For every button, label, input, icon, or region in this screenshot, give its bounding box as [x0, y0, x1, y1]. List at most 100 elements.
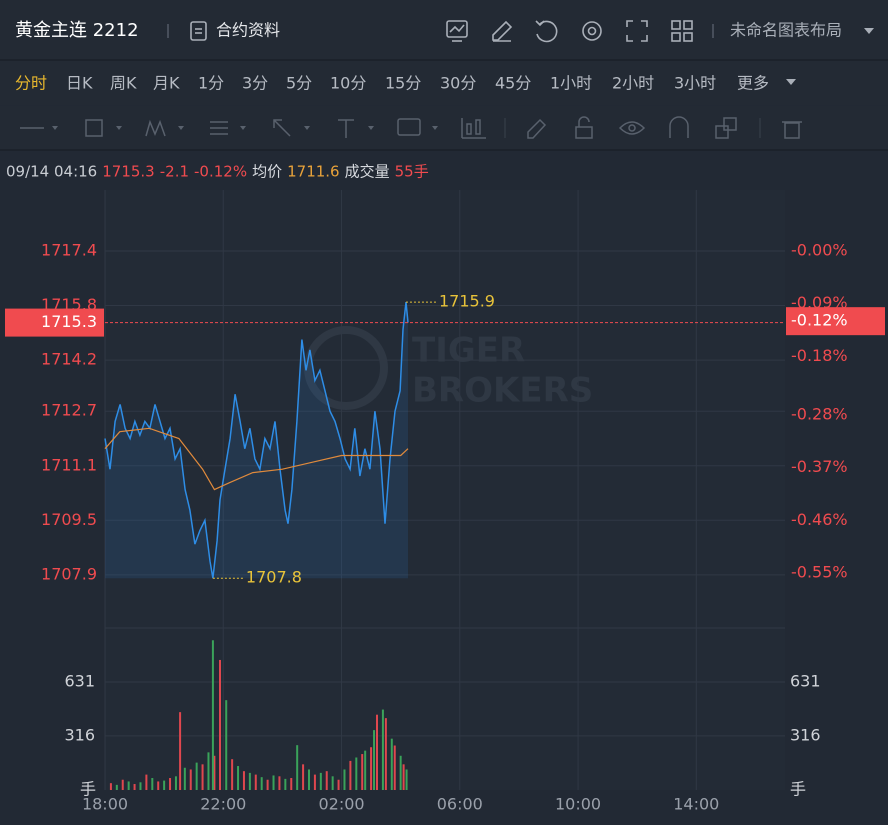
volume-bar	[364, 750, 367, 790]
interval-button[interactable]: 1分	[198, 74, 224, 93]
info-price: 1715.3	[102, 163, 155, 181]
volume-bar	[169, 778, 172, 790]
y-unit-label: 手	[80, 780, 96, 799]
volume-bar	[231, 759, 234, 790]
volume-bar	[319, 772, 322, 790]
x-tick-label: 02:00	[318, 795, 364, 814]
volume-bar	[393, 745, 396, 790]
interval-button[interactable]: 1小时	[550, 74, 592, 93]
drawing-toolbar	[0, 106, 888, 150]
last-pct-label: -0.12%	[791, 311, 848, 330]
symbol-title[interactable]: 黄金主连 2212	[15, 20, 139, 41]
volume-bar	[402, 764, 405, 790]
volume-bar	[179, 712, 182, 790]
volume-bar	[361, 754, 364, 790]
reset-icon[interactable]	[535, 20, 558, 43]
x-tick-label: 14:00	[673, 795, 719, 814]
volume-bar	[195, 762, 198, 790]
y2-tick-label: -0.00%	[791, 240, 848, 259]
info-change: -2.1	[160, 163, 189, 181]
interval-button[interactable]: 45分	[495, 74, 531, 93]
interval-button[interactable]: 10分	[330, 74, 366, 93]
interval-button[interactable]: 3小时	[674, 74, 716, 93]
fullscreen-icon[interactable]	[626, 20, 648, 42]
annotation-label: 1707.8	[246, 568, 302, 587]
volume-bar	[266, 779, 269, 790]
y-tick-label: 631	[790, 672, 821, 691]
interval-button[interactable]: 5分	[286, 74, 312, 93]
last-price-label: 1715.3	[41, 312, 97, 331]
layout-name[interactable]: 未命名图表布局	[730, 21, 842, 40]
y-tick-label: 1711.1	[41, 455, 97, 474]
interval-list: 分时 日K 周K 月K 1分 3分 5分 10分 15分 30分 45分 1小时 2小时 3小时 更多	[15, 74, 769, 93]
x-tick-label: 06:00	[437, 795, 483, 814]
volume-bar	[331, 776, 334, 790]
annotation-label: 1715.9	[439, 292, 495, 311]
doc-icon	[190, 21, 207, 41]
y-unit-label: 手	[790, 780, 806, 799]
y-tick-label: 1709.5	[41, 510, 97, 529]
x-tick-label: 10:00	[555, 795, 601, 814]
interval-button[interactable]: 分时	[15, 74, 47, 93]
x-tick-label: 22:00	[200, 795, 246, 814]
y2-tick-label: -0.46%	[791, 510, 848, 529]
info-avg: 1711.6	[287, 163, 340, 181]
volume-bar	[399, 755, 402, 790]
edit-icon[interactable]	[492, 20, 513, 42]
volume-bar	[213, 755, 216, 790]
interval-button[interactable]: 更多	[737, 74, 769, 93]
volume-bar	[163, 780, 166, 790]
y-tick-label: 1714.2	[41, 350, 97, 369]
y2-tick-label: -0.37%	[791, 457, 848, 476]
volume-bar	[343, 769, 346, 790]
volume-bar	[260, 777, 263, 790]
volume-bar	[284, 778, 287, 790]
y2-tick-label: -0.28%	[791, 404, 848, 423]
interval-bar	[0, 61, 888, 105]
watermark: BROKERS	[412, 371, 593, 411]
interval-button[interactable]: 2小时	[612, 74, 654, 93]
volume-bar	[207, 752, 210, 790]
interval-button[interactable]: 日K	[66, 74, 93, 93]
contract-info: 合约资料	[216, 21, 280, 40]
interval-button[interactable]: 15分	[385, 74, 421, 93]
info-avg-label: 均价	[252, 163, 282, 181]
volume-bar	[373, 730, 376, 790]
interval-button[interactable]: 月K	[153, 74, 180, 93]
chart-icon[interactable]	[446, 20, 468, 42]
volume-bar	[133, 784, 136, 790]
price-line	[104, 302, 409, 579]
info-time: 09/14 04:16	[6, 163, 97, 181]
info-line: 09/14 04:16 1715.3 -2.1 -0.12% 均价 1711.6 成交量 55…	[6, 163, 429, 181]
volume-bar	[189, 769, 192, 790]
y-tick-label: 631	[64, 672, 95, 691]
volume-bar	[308, 769, 310, 790]
dropdown-caret[interactable]	[864, 28, 874, 34]
plot-area	[105, 190, 785, 790]
interval-button[interactable]: 3分	[242, 74, 268, 93]
volume-bar	[337, 779, 340, 790]
volume-bar	[211, 640, 214, 790]
volume-bar	[157, 781, 160, 790]
interval-button[interactable]: 30分	[440, 74, 476, 93]
volume-bar	[384, 718, 387, 790]
drawing-tools	[20, 116, 802, 139]
volume-bar	[139, 782, 142, 790]
info-change-pct: -0.12%	[194, 163, 247, 181]
y2-tick-label: -0.55%	[791, 562, 848, 581]
y-tick-label: 1707.9	[41, 564, 97, 583]
dropdown-caret[interactable]	[786, 79, 796, 85]
contract-info-button[interactable]: 合约资料	[190, 21, 280, 41]
volume-bar	[121, 779, 124, 790]
interval-button[interactable]: 周K	[110, 74, 137, 93]
volume-bar	[296, 745, 299, 790]
layout-icon[interactable]	[671, 20, 693, 42]
volume-bar	[219, 659, 222, 790]
volume-bar	[201, 764, 204, 790]
settings-icon[interactable]	[582, 21, 602, 41]
volume-bar	[272, 775, 275, 790]
volume-bar	[349, 760, 352, 790]
y-tick-label: 316	[790, 725, 821, 744]
